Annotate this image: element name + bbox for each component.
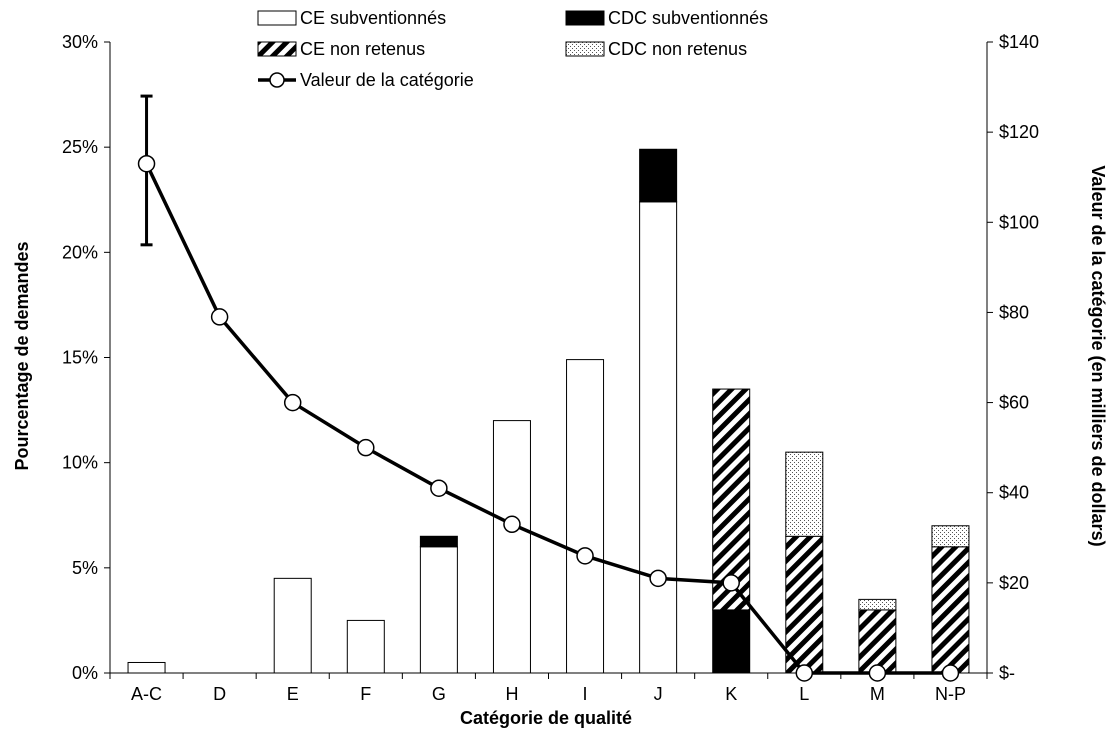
value-point bbox=[795, 664, 814, 682]
y-tick-label: 0% bbox=[72, 663, 98, 683]
bar-segment bbox=[785, 535, 824, 674]
y-tick-label: 25% bbox=[62, 137, 98, 157]
value-line bbox=[137, 94, 960, 682]
y2-tick-label: $140 bbox=[999, 32, 1039, 52]
bar-segment bbox=[785, 451, 824, 537]
bar-segment bbox=[127, 661, 166, 674]
bars bbox=[127, 148, 970, 674]
bar-segment bbox=[639, 201, 678, 674]
x-tick-label: K bbox=[725, 684, 737, 704]
value-point bbox=[649, 569, 667, 588]
y2-tick-label: $100 bbox=[999, 212, 1039, 232]
bar-segment bbox=[419, 546, 458, 674]
y2-tick-label: $20 bbox=[999, 573, 1029, 593]
x-tick-label: J bbox=[654, 684, 663, 704]
value-point bbox=[576, 547, 594, 565]
legend: CE subventionnés CDC subventionnés CE non … bbox=[257, 8, 768, 90]
bar-segment bbox=[639, 148, 678, 203]
x-tick-label: L bbox=[799, 684, 809, 704]
x-axis-title: Catégorie de qualité bbox=[460, 708, 632, 728]
bar-segment bbox=[858, 598, 897, 611]
value-point bbox=[210, 308, 229, 326]
value-point bbox=[722, 574, 740, 592]
bar-segment bbox=[712, 609, 751, 674]
value-point bbox=[283, 393, 302, 412]
y-tick-label: 20% bbox=[62, 242, 98, 262]
legend-label: CDC non retenus bbox=[608, 39, 747, 59]
bar-segment bbox=[492, 420, 531, 674]
x-tick-label: H bbox=[505, 684, 518, 704]
axes: 0% 5% 10% 15% 20% 25% 30% $- $20 $40 $60 $80 $100 $12… bbox=[62, 32, 1039, 704]
x-tick-label: E bbox=[287, 684, 299, 704]
bar-segment bbox=[931, 546, 970, 674]
x-tick-label: D bbox=[213, 684, 226, 704]
y2-tick-label: $60 bbox=[999, 393, 1029, 413]
y-tick-label: 15% bbox=[62, 348, 98, 368]
y2-tick-label: $40 bbox=[999, 483, 1029, 503]
legend-label: CDC subventionnés bbox=[608, 8, 768, 28]
bar-segment bbox=[346, 619, 385, 674]
value-point bbox=[357, 438, 375, 457]
x-tick-label: M bbox=[870, 684, 885, 704]
legend-label: CE non retenus bbox=[300, 39, 425, 59]
y-tick-label: 10% bbox=[62, 453, 98, 473]
y-axis-title: Pourcentage de demandes bbox=[12, 241, 32, 470]
legend-label: Valeur de la catégorie bbox=[300, 70, 474, 90]
value-line-path bbox=[144, 162, 951, 675]
y2-tick-label: $- bbox=[999, 663, 1015, 683]
legend-label: CE subventionnés bbox=[300, 8, 446, 28]
bar-segment bbox=[712, 388, 751, 611]
y-tick-label: 5% bbox=[72, 558, 98, 578]
legend-swatch bbox=[565, 41, 605, 57]
value-point bbox=[941, 664, 960, 682]
legend-swatch bbox=[565, 10, 605, 26]
x-tick-label: I bbox=[583, 684, 588, 704]
bar-segment bbox=[931, 525, 970, 548]
y-tick-label: 30% bbox=[62, 32, 98, 52]
x-tick-label: F bbox=[360, 684, 371, 704]
y2-tick-label: $120 bbox=[999, 122, 1039, 142]
legend-swatch bbox=[257, 10, 297, 26]
value-point bbox=[137, 154, 156, 173]
bar-segment bbox=[858, 609, 897, 674]
value-point bbox=[430, 479, 448, 497]
legend-swatch bbox=[257, 41, 297, 57]
bar-segment bbox=[566, 359, 605, 674]
value-point bbox=[503, 515, 521, 534]
y2-axis-title: Valeur de la catégorie (en milliers de d… bbox=[1088, 165, 1108, 546]
bar-segment bbox=[273, 577, 312, 674]
x-tick-label: G bbox=[432, 684, 446, 704]
x-tick-label: A-C bbox=[131, 684, 162, 704]
value-point bbox=[868, 664, 887, 682]
legend-marker-swatch bbox=[269, 72, 285, 88]
x-tick-label: N-P bbox=[935, 684, 966, 704]
y2-tick-label: $80 bbox=[999, 302, 1029, 322]
bar-segment bbox=[419, 535, 458, 548]
